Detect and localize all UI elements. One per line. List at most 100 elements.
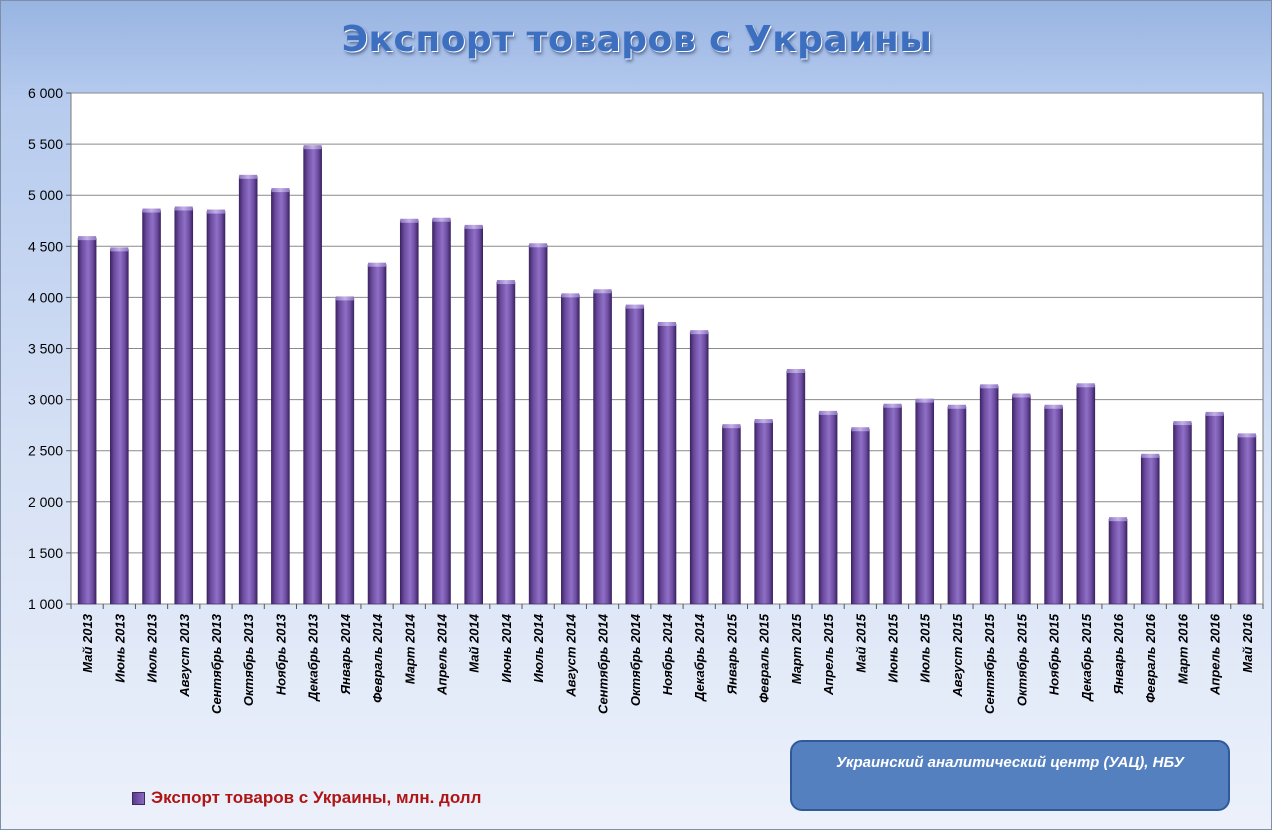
bar — [367, 264, 387, 605]
x-tick-label: Январь 2015 — [724, 613, 739, 695]
bar-top — [1141, 453, 1160, 458]
bar-top — [593, 289, 612, 294]
y-tick-label: 4 000 — [28, 289, 63, 305]
y-tick-label: 1 500 — [28, 545, 63, 561]
bar-top — [690, 330, 709, 335]
x-tick-label: Июль 2015 — [918, 613, 933, 683]
x-tick-label: Апрель 2016 — [1208, 613, 1223, 696]
x-tick-label: Июль 2013 — [145, 613, 160, 683]
x-tick-label: Апрель 2014 — [434, 613, 449, 696]
bar-top — [851, 427, 870, 432]
bar — [432, 219, 451, 605]
bar-top — [658, 321, 676, 326]
y-axis-ticks: 1 000 1 500 2 000 2 500 3 000 3 500 4 000 4 500… — [28, 85, 63, 612]
bar-top — [142, 208, 161, 213]
bar-top — [78, 236, 97, 241]
x-tick-label: Июнь 2013 — [112, 613, 127, 682]
bar — [818, 412, 838, 605]
x-tick-label: Январь 2016 — [1111, 613, 1126, 695]
x-axis-ticks: Май 2013 Июнь 2013 Июль 2013 Август 2013 Сен… — [70, 604, 1264, 714]
bar-top — [883, 403, 902, 408]
bar — [1140, 455, 1160, 605]
x-tick-label: Январь 2014 — [338, 613, 353, 695]
x-tick-label: Май 2013 — [80, 613, 95, 672]
x-tick-label: Ноябрь 2014 — [660, 613, 675, 695]
bar-top — [1173, 421, 1192, 426]
x-tick-label: Июнь 2015 — [886, 613, 901, 682]
bar — [174, 208, 194, 605]
x-tick-label: Август 2015 — [950, 613, 965, 697]
x-tick-label: Декабрь 2014 — [692, 613, 707, 702]
bar-top — [915, 398, 934, 403]
bar-top — [368, 262, 387, 267]
bar-top — [722, 424, 741, 429]
bar-top — [819, 410, 838, 415]
x-tick-label: Февраль 2014 — [370, 613, 385, 703]
x-tick-label: Октябрь 2014 — [628, 613, 643, 706]
bar-top — [335, 296, 354, 301]
bar-top — [432, 217, 451, 222]
bars — [77, 145, 1257, 605]
bar — [947, 406, 967, 605]
legend-label: Экспорт товаров с Украины, млн. долл — [151, 788, 482, 807]
bar — [271, 189, 290, 605]
bar-top — [625, 304, 644, 309]
bar — [399, 220, 419, 605]
bar-top — [303, 145, 322, 150]
y-tick-label: 4 500 — [28, 238, 63, 254]
y-tick-label: 3 500 — [28, 341, 63, 357]
source-box: Украинский аналитический центр (УАЦ), НБ… — [790, 740, 1230, 811]
bar — [979, 386, 999, 605]
y-tick-label: 3 000 — [28, 392, 63, 408]
bar — [303, 146, 322, 605]
x-tick-label: Ноябрь 2013 — [273, 613, 288, 695]
bar — [561, 295, 580, 605]
bar-top — [980, 384, 999, 389]
x-tick-label: Сентябрь 2015 — [982, 613, 997, 714]
chart-title: Экспорт товаров с Украины — [341, 19, 933, 60]
bar-top — [400, 218, 419, 223]
bar-top — [1012, 393, 1031, 398]
bar — [883, 405, 902, 605]
bar-top — [947, 404, 966, 409]
bar — [754, 420, 773, 605]
bar-top — [1044, 404, 1063, 409]
y-tick-label: 2 500 — [28, 443, 63, 459]
bar — [142, 210, 161, 605]
x-tick-label: Февраль 2015 — [757, 613, 772, 703]
bar — [722, 425, 741, 605]
bar-top — [754, 419, 773, 424]
y-tick-label: 2 000 — [28, 494, 63, 510]
x-tick-label: Октябрь 2015 — [1014, 613, 1029, 706]
y-tick-label: 6 000 — [28, 85, 63, 101]
bar — [1012, 395, 1031, 605]
bar — [206, 211, 226, 605]
x-tick-label: Апрель 2015 — [821, 613, 836, 696]
x-tick-label: Июль 2014 — [531, 613, 546, 683]
source-text: Украинский аналитический центр (УАЦ), НБ… — [836, 754, 1184, 771]
bar — [1108, 518, 1128, 605]
bar — [689, 331, 709, 605]
bar — [1237, 435, 1257, 605]
legend: Экспорт товаров с Украины, млн. долл — [132, 787, 481, 809]
bar — [915, 400, 935, 605]
x-tick-label: Август 2014 — [563, 613, 578, 697]
bar-top — [1076, 383, 1095, 388]
bar-top — [786, 368, 805, 373]
x-tick-label: Февраль 2016 — [1143, 613, 1158, 703]
bar — [77, 237, 97, 605]
bar-top — [529, 243, 548, 248]
bar — [1044, 406, 1063, 605]
bar-top — [1109, 517, 1128, 522]
x-tick-label: Май 2015 — [853, 613, 868, 672]
bar — [464, 226, 484, 605]
bar — [625, 306, 645, 605]
bar-top — [174, 206, 193, 211]
y-tick-label: 1 000 — [28, 596, 63, 612]
x-tick-label: Март 2014 — [402, 613, 417, 684]
bar — [786, 370, 806, 605]
bar-top — [271, 188, 290, 193]
x-tick-label: Декабрь 2015 — [1079, 613, 1094, 702]
